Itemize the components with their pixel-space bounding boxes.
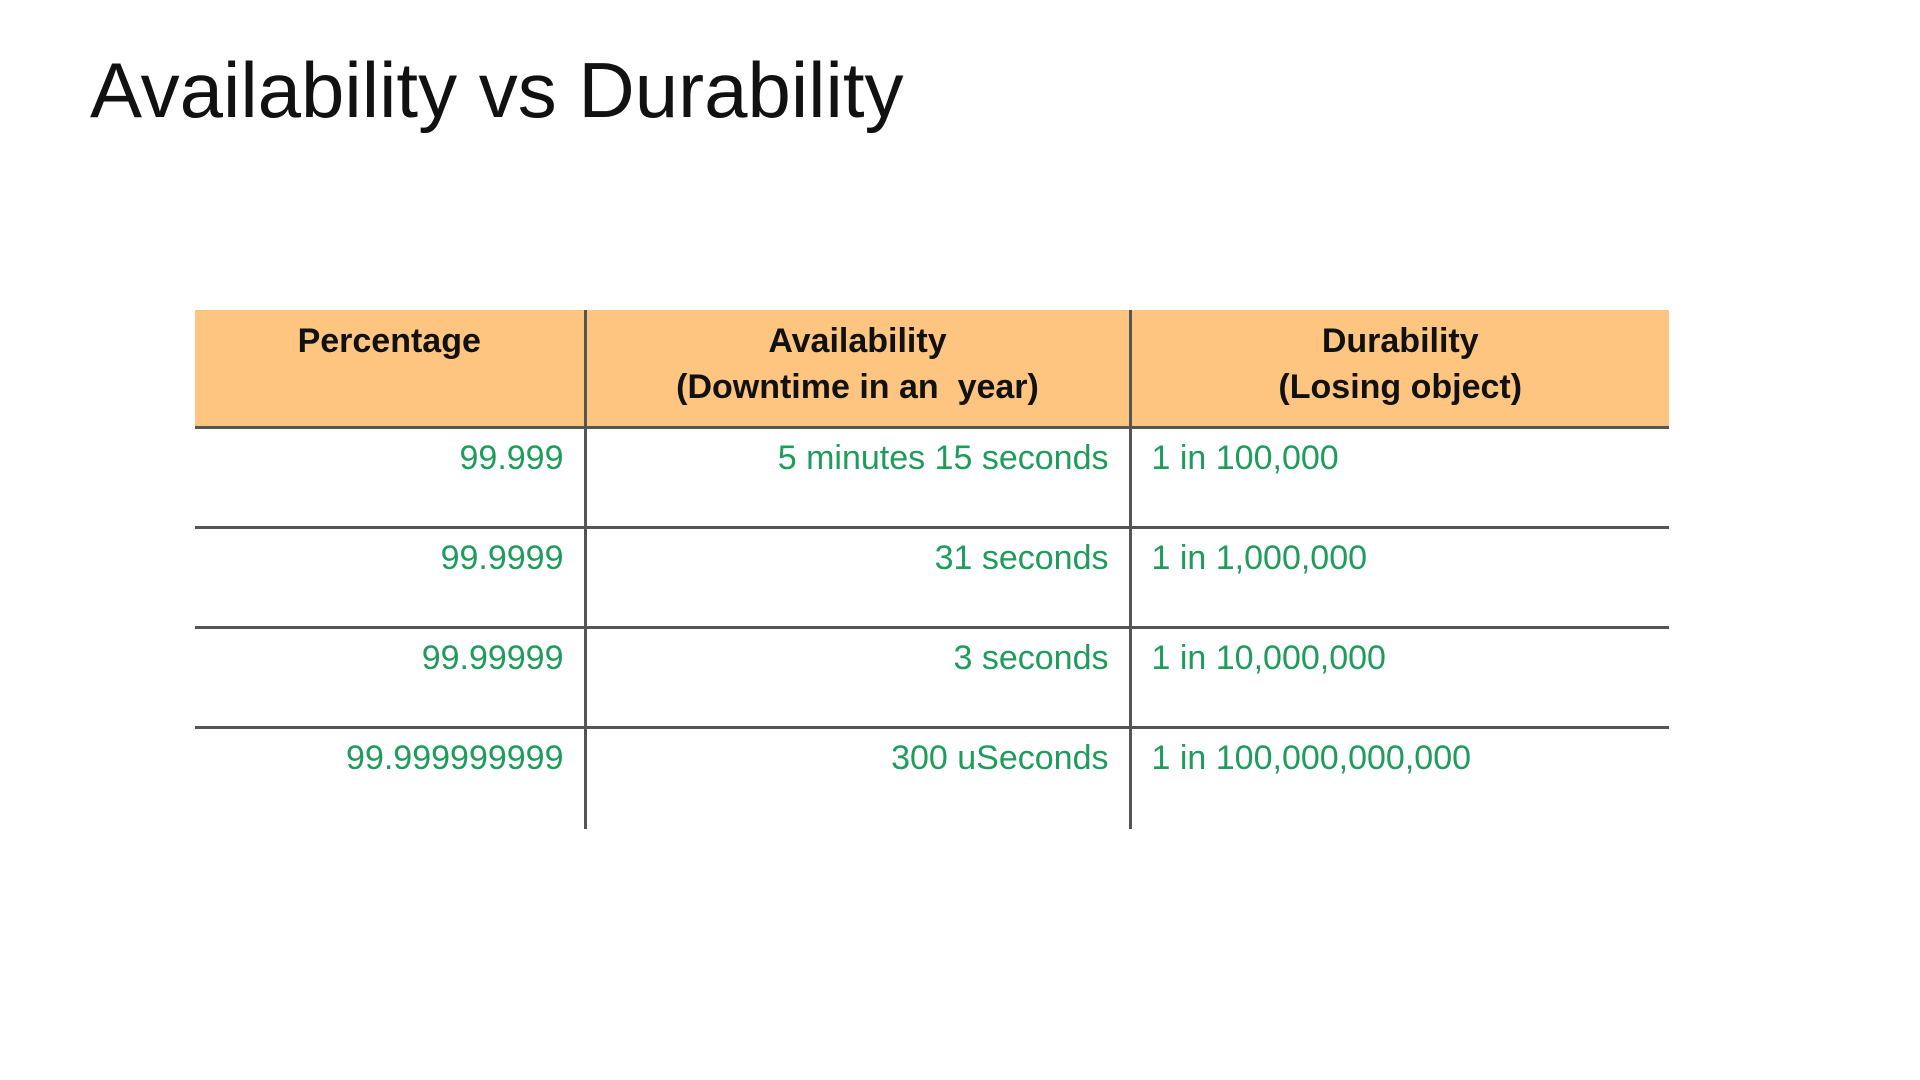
cell-durability: 1 in 100,000,000,000 bbox=[1151, 739, 1472, 777]
table-row: 99.99999 3 seconds 1 in 10,000,000 bbox=[195, 627, 1669, 729]
header-percentage: Percentage bbox=[195, 310, 587, 429]
cell-availability: 31 seconds bbox=[585, 527, 1132, 629]
table-row: 99.9999 31 seconds 1 in 1,000,000 bbox=[195, 527, 1669, 629]
comparison-table: Percentage Availability (Downtime in an … bbox=[195, 310, 1669, 829]
header-availability-sublabel: (Downtime in an year) bbox=[676, 368, 1039, 406]
cell-percentage: 99.9999 bbox=[195, 527, 587, 629]
table-row: 99.999 5 minutes 15 seconds 1 in 100,000 bbox=[195, 427, 1669, 529]
cell-percentage: 99.999 bbox=[195, 427, 587, 529]
cell-durability: 1 in 1,000,000 bbox=[1130, 527, 1669, 629]
cell-percentage: 99.999999999 bbox=[195, 727, 587, 829]
availability-durability-table: Percentage Availability (Downtime in an … bbox=[195, 310, 1669, 829]
header-durability-label: Durability bbox=[1321, 322, 1479, 360]
cell-durability: 1 in 100,000 bbox=[1130, 427, 1669, 529]
cell-availability: 3 seconds bbox=[585, 627, 1132, 729]
header-durability: Durability (Losing object) bbox=[1130, 310, 1669, 429]
header-availability-label: Availability bbox=[768, 322, 947, 360]
cell-percentage: 99.99999 bbox=[195, 627, 587, 729]
header-availability: Availability (Downtime in an year) bbox=[585, 310, 1132, 429]
header-percentage-label: Percentage bbox=[297, 322, 481, 360]
cell-durability: 1 in 10,000,000 bbox=[1130, 627, 1669, 729]
slide-title: Availability vs Durability bbox=[90, 46, 904, 134]
cell-availability: 300 uSeconds bbox=[585, 727, 1132, 829]
table-header-row: Percentage Availability (Downtime in an … bbox=[195, 310, 1669, 429]
header-durability-sublabel: (Losing object) bbox=[1278, 368, 1523, 406]
cell-availability: 5 minutes 15 seconds bbox=[585, 427, 1132, 529]
table-row: 99.999999999 300 uSeconds 1 in 100,000,0… bbox=[195, 727, 1669, 829]
